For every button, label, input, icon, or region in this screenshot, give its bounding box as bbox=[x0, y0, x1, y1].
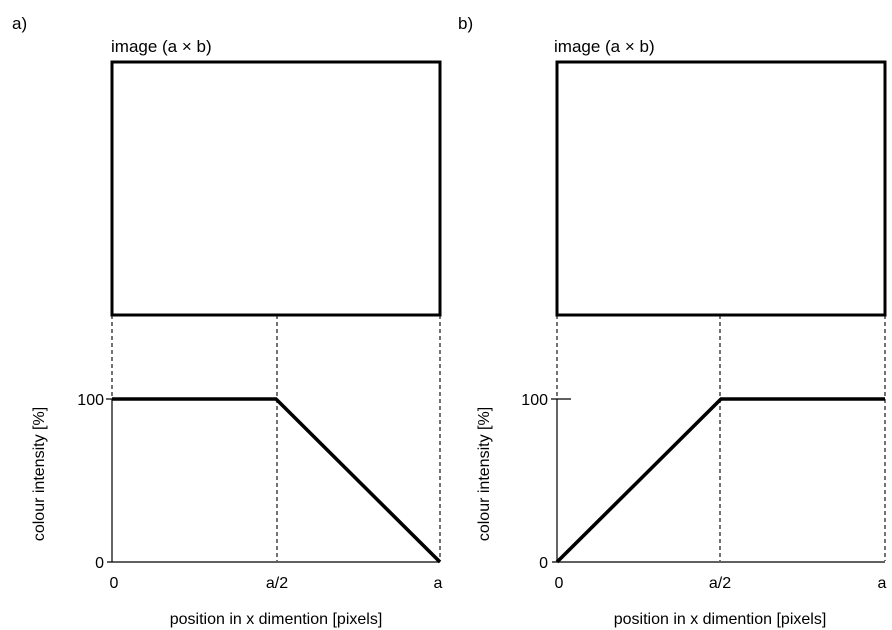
x-tick-label: 0 bbox=[110, 575, 119, 592]
image-frame bbox=[555, 60, 887, 317]
y-axis-title: colour intensity [%] bbox=[31, 407, 48, 541]
intensity-profile-line bbox=[112, 397, 442, 564]
y-tick-label: 100 bbox=[521, 392, 548, 409]
panel-a: a) image (a × b) 100 0 0 a/2 a position … bbox=[12, 14, 443, 628]
y-axis-title: colour intensity [%] bbox=[476, 407, 493, 541]
x-tick-label: a/2 bbox=[709, 575, 731, 592]
y-tick-label: 100 bbox=[77, 392, 104, 409]
intensity-profile-line bbox=[555, 397, 885, 564]
x-tick-label: 0 bbox=[555, 575, 564, 592]
image-frame bbox=[110, 60, 442, 317]
x-axis-title: position in x dimention [pixels] bbox=[170, 611, 383, 628]
panel-label: a) bbox=[12, 14, 27, 33]
y-tick-label: 0 bbox=[539, 555, 548, 572]
y-tick-label: 0 bbox=[95, 555, 104, 572]
x-axis-title: position in x dimention [pixels] bbox=[614, 611, 827, 628]
x-tick-label: a bbox=[878, 575, 887, 592]
x-tick-label: a bbox=[434, 575, 443, 592]
image-label: image (a × b) bbox=[111, 37, 212, 56]
image-label: image (a × b) bbox=[554, 37, 655, 56]
panel-b: b) image (a × b) 100 0 0 a/2 a position … bbox=[458, 14, 887, 628]
x-tick-label: a/2 bbox=[266, 575, 288, 592]
panel-label: b) bbox=[458, 14, 473, 33]
